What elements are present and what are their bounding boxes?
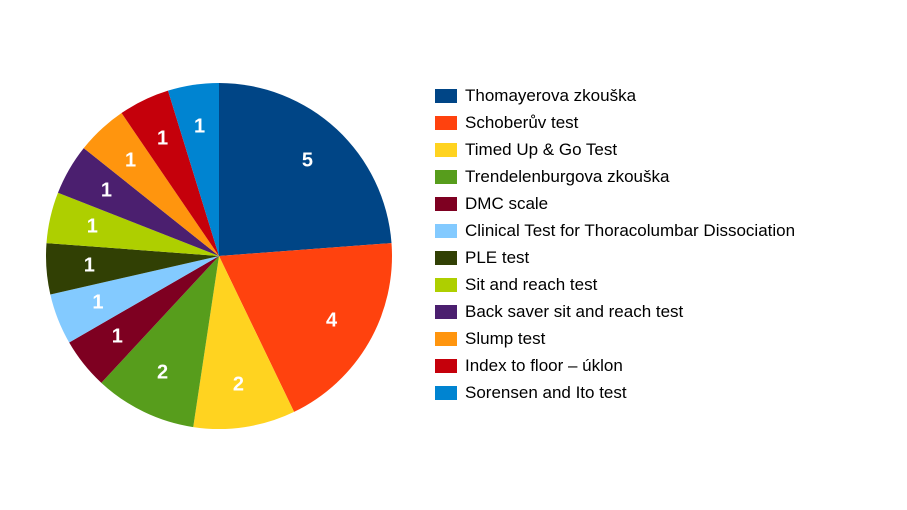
legend-item: DMC scale xyxy=(435,194,795,214)
legend-swatch xyxy=(435,251,457,265)
legend: Thomayerova zkouška Schoberův test Timed U… xyxy=(435,86,795,410)
legend-item: Schoberův test xyxy=(435,113,795,133)
legend-swatch xyxy=(435,332,457,346)
legend-label: Slump test xyxy=(465,329,545,349)
legend-swatch xyxy=(435,305,457,319)
legend-swatch xyxy=(435,224,457,238)
legend-swatch xyxy=(435,386,457,400)
legend-label: Index to floor – úklon xyxy=(465,356,623,376)
legend-label: Timed Up & Go Test xyxy=(465,140,617,160)
legend-swatch xyxy=(435,359,457,373)
legend-label: Thomayerova zkouška xyxy=(465,86,636,106)
legend-label: Back saver sit and reach test xyxy=(465,302,683,322)
legend-item: Thomayerova zkouška xyxy=(435,86,795,106)
legend-item: Slump test xyxy=(435,329,795,349)
legend-item: Timed Up & Go Test xyxy=(435,140,795,160)
legend-item: PLE test xyxy=(435,248,795,268)
legend-swatch xyxy=(435,197,457,211)
legend-label: Schoberův test xyxy=(465,113,578,133)
pie-svg xyxy=(44,81,394,431)
legend-item: Trendelenburgova zkouška xyxy=(435,167,795,187)
legend-swatch xyxy=(435,89,457,103)
legend-item: Sorensen and Ito test xyxy=(435,383,795,403)
legend-label: DMC scale xyxy=(465,194,548,214)
legend-item: Back saver sit and reach test xyxy=(435,302,795,322)
legend-item: Clinical Test for Thoracolumbar Dissocia… xyxy=(435,221,795,241)
legend-label: Clinical Test for Thoracolumbar Dissocia… xyxy=(465,221,795,241)
legend-swatch xyxy=(435,278,457,292)
legend-label: Sit and reach test xyxy=(465,275,597,295)
legend-swatch xyxy=(435,170,457,184)
legend-swatch xyxy=(435,116,457,130)
pie-slice xyxy=(219,83,392,256)
legend-item: Index to floor – úklon xyxy=(435,356,795,376)
legend-label: Sorensen and Ito test xyxy=(465,383,627,403)
legend-item: Sit and reach test xyxy=(435,275,795,295)
legend-label: PLE test xyxy=(465,248,529,268)
pie-chart: 542211111111 Thomayerova zkouškaSchoberů… xyxy=(0,0,907,510)
legend-label: Trendelenburgova zkouška xyxy=(465,167,669,187)
legend-swatch xyxy=(435,143,457,157)
